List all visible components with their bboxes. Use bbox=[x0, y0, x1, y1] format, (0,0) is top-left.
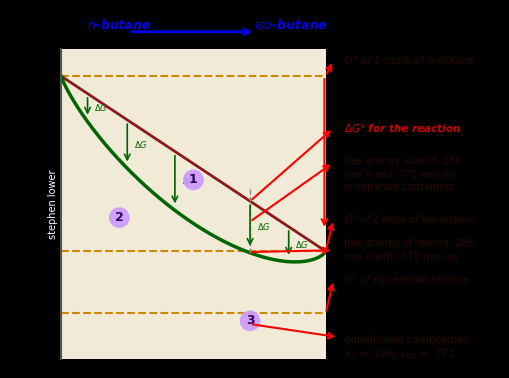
Text: free energy sum of .286
mol $n$ and .771 mol $iso$
in separate containers: free energy sum of .286 mol $n$ and .771… bbox=[344, 156, 461, 192]
Text: $\Delta G°$ for the reaction: $\Delta G°$ for the reaction bbox=[344, 122, 461, 134]
Text: $\Delta G$: $\Delta G$ bbox=[182, 175, 195, 186]
Text: $G°$ of 1 mole of $n$–butane: $G°$ of 1 mole of $n$–butane bbox=[344, 54, 476, 67]
Text: $iso$-butane: $iso$-butane bbox=[254, 17, 328, 32]
Text: $\Delta G$: $\Delta G$ bbox=[94, 102, 108, 113]
Text: $n$-butane: $n$-butane bbox=[87, 17, 151, 32]
Text: 2: 2 bbox=[115, 211, 124, 224]
Text: $\Delta G$: $\Delta G$ bbox=[134, 139, 148, 150]
Text: $\Delta G$: $\Delta G$ bbox=[295, 239, 309, 250]
Text: free energy of mixing .286
mol $n$ with .771 mol $iso$: free energy of mixing .286 mol $n$ with … bbox=[344, 238, 473, 262]
Text: 1: 1 bbox=[189, 174, 198, 186]
Text: $G°$ of equilibrium mixture: $G°$ of equilibrium mixture bbox=[344, 273, 470, 287]
Y-axis label: stephen lower: stephen lower bbox=[48, 169, 59, 239]
Text: 3: 3 bbox=[246, 314, 254, 327]
Text: equilibrium composition:
$x_n$ = .286, $x_{iso}$ = .771: equilibrium composition: $x_n$ = .286, $… bbox=[344, 335, 474, 361]
Text: $G°$ of 1 mole of $iso$–butane: $G°$ of 1 mole of $iso$–butane bbox=[344, 213, 475, 225]
Text: $\Delta G$: $\Delta G$ bbox=[257, 222, 270, 232]
